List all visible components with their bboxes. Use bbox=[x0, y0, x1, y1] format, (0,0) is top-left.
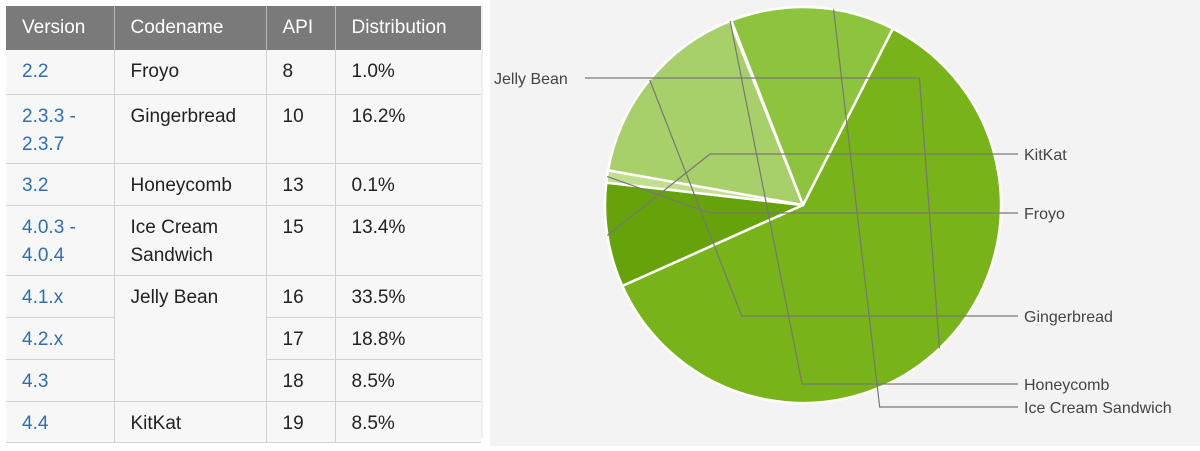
pie-slice-kitkat bbox=[603, 181, 805, 288]
slice-label-kitkat: KitKat bbox=[1024, 147, 1067, 164]
slice-label-gingerbread: Gingerbread bbox=[1024, 309, 1113, 326]
leader-line-gingerbread bbox=[649, 79, 1018, 317]
table-row: 2.2 Froyo 8 1.0% bbox=[6, 50, 481, 95]
distribution-cell: 8.5% bbox=[335, 359, 481, 402]
codename-cell: Froyo bbox=[114, 50, 267, 95]
version-cell[interactable]: 4.3 bbox=[6, 359, 115, 402]
version-cell[interactable]: 2.2 bbox=[6, 50, 115, 95]
distribution-table-panel: Version Codename API Distribution 2.2 Fr… bbox=[6, 6, 483, 443]
distribution-cell: 1.0% bbox=[335, 50, 481, 95]
codename-cell: Jelly Bean bbox=[114, 275, 267, 317]
leader-line-jelly-bean bbox=[585, 77, 941, 349]
header-api: API bbox=[266, 6, 336, 50]
leader-line-honeycomb bbox=[729, 20, 1018, 385]
api-cell: 17 bbox=[266, 317, 336, 360]
distribution-cell: 33.5% bbox=[335, 275, 481, 318]
table-row: 4.0.3 - 4.0.4 Ice Cream Sandwich 15 13.4… bbox=[6, 205, 481, 276]
table-row: 4.2.x 17 18.8% bbox=[6, 317, 481, 360]
slice-label-honeycomb: Honeycomb bbox=[1024, 377, 1109, 394]
table-header-row: Version Codename API Distribution bbox=[6, 6, 481, 50]
codename-cell: Ice Cream Sandwich bbox=[114, 205, 267, 276]
distribution-cell: 8.5% bbox=[335, 401, 481, 443]
version-cell[interactable]: 4.4 bbox=[6, 401, 115, 443]
version-cell[interactable]: 2.3.3 - 2.3.7 bbox=[6, 94, 115, 164]
table-row: 2.3.3 - 2.3.7 Gingerbread 10 16.2% bbox=[6, 94, 481, 164]
codename-cell: KitKat bbox=[114, 401, 267, 443]
leader-line-ice-cream-sandwich bbox=[832, 9, 1018, 408]
slice-label-jelly-bean: Jelly Bean bbox=[494, 71, 568, 88]
codename-cell: Gingerbread bbox=[114, 94, 267, 164]
api-cell: 13 bbox=[266, 163, 336, 206]
table-row: 4.3 18 8.5% bbox=[6, 359, 481, 402]
leader-line-kitkat bbox=[606, 153, 1018, 236]
version-cell[interactable]: 4.2.x bbox=[6, 317, 115, 360]
table-row: 4.1.x Jelly Bean 16 33.5% bbox=[6, 275, 481, 318]
api-cell: 8 bbox=[266, 50, 336, 95]
leader-line-froyo bbox=[606, 175, 1018, 214]
header-codename: Codename bbox=[114, 6, 267, 50]
codename-cell bbox=[114, 359, 267, 402]
table-row: 3.2 Honeycomb 13 0.1% bbox=[6, 163, 481, 206]
header-version: Version bbox=[6, 6, 115, 50]
version-cell[interactable]: 3.2 bbox=[6, 163, 115, 206]
distribution-table: Version Codename API Distribution 2.2 Fr… bbox=[6, 6, 481, 443]
api-cell: 10 bbox=[266, 94, 336, 164]
codename-cell bbox=[114, 317, 267, 359]
api-cell: 15 bbox=[266, 205, 336, 276]
slice-label-ice-cream-sandwich: Ice Cream Sandwich bbox=[1024, 400, 1172, 417]
pie-chart: Jelly Bean KitKat Froyo Gingerbread Honeycom… bbox=[494, 5, 1172, 417]
slice-label-froyo: Froyo bbox=[1024, 206, 1065, 223]
distribution-cell: 13.4% bbox=[335, 205, 481, 276]
distribution-cell: 16.2% bbox=[335, 94, 481, 164]
table-row: 4.4 KitKat 19 8.5% bbox=[6, 401, 481, 443]
pie-chart-panel: Jelly Bean KitKat Froyo Gingerbread Honeycom… bbox=[490, 0, 1200, 446]
codename-cell: Honeycomb bbox=[114, 163, 267, 206]
version-cell[interactable]: 4.0.3 - 4.0.4 bbox=[6, 205, 115, 276]
distribution-cell: 18.8% bbox=[335, 317, 481, 360]
header-distribution: Distribution bbox=[335, 6, 481, 50]
distribution-cell: 0.1% bbox=[335, 163, 481, 206]
api-cell: 19 bbox=[266, 401, 336, 443]
pie-slice-gingerbread bbox=[606, 19, 805, 207]
pie-slice-ice-cream-sandwich bbox=[730, 5, 895, 207]
api-cell: 16 bbox=[266, 275, 336, 318]
api-cell: 18 bbox=[266, 359, 336, 402]
version-cell[interactable]: 4.1.x bbox=[6, 275, 115, 318]
